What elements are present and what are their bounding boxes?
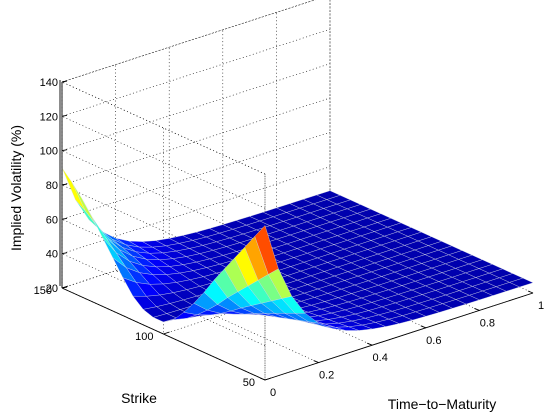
z-tick-label: 140 <box>40 77 58 89</box>
surface-patch <box>254 225 279 275</box>
box-edge <box>61 0 316 83</box>
y-tick <box>264 377 272 381</box>
z-tick-label: 80 <box>46 180 58 192</box>
x-axis-label: Time−to−Maturity <box>388 396 496 412</box>
x-gridline <box>115 64 319 363</box>
z-tick <box>61 114 68 117</box>
x-tick-label: 0.4 <box>373 352 388 364</box>
axes-box-grid <box>61 0 534 381</box>
z-tick <box>61 252 68 255</box>
y-tick <box>61 285 69 289</box>
z-gridline <box>61 0 316 175</box>
y-tick-label: 100 <box>135 331 153 343</box>
x-tick <box>259 377 266 381</box>
z-tick-label: 20 <box>46 283 58 295</box>
surface-patch <box>61 167 86 212</box>
x-tick-label: 1 <box>538 300 544 312</box>
x-tick <box>420 325 426 329</box>
x-tick-label: 0.8 <box>480 317 495 329</box>
x-tick <box>527 290 534 294</box>
y-tick-label: 50 <box>243 377 255 389</box>
x-tick-label: 0.2 <box>319 370 334 382</box>
volatility-surface <box>61 167 534 331</box>
y-tick-label: 150 <box>34 285 52 297</box>
y-tick <box>163 331 170 335</box>
z-tick <box>61 80 68 83</box>
box-edge <box>61 81 266 175</box>
surface-patch <box>92 217 117 253</box>
z-tick <box>61 149 68 152</box>
z-tick-label: 100 <box>40 146 58 158</box>
z-tick <box>61 217 68 220</box>
z-gridline <box>61 63 331 243</box>
x-tick <box>367 342 373 346</box>
x-tick-label: 0 <box>270 387 276 399</box>
x-tick <box>313 360 319 364</box>
x-axis <box>264 292 534 381</box>
y-axis-label: Strike <box>121 390 157 406</box>
axes: 20 40 60 80 100 120 140 50 100 150 0 0.2 0.4 0.6 0.8 1 <box>34 77 544 399</box>
z-axis-label: Implied Volatility (%) <box>8 125 24 251</box>
z-tick-label: 60 <box>46 214 58 226</box>
z-gridline <box>61 29 331 209</box>
z-tick-label: 40 <box>46 249 58 261</box>
x-tick <box>474 307 480 311</box>
z-tick-label: 120 <box>40 111 58 123</box>
z-tick <box>61 183 68 186</box>
x-tick-label: 0.6 <box>426 335 441 347</box>
